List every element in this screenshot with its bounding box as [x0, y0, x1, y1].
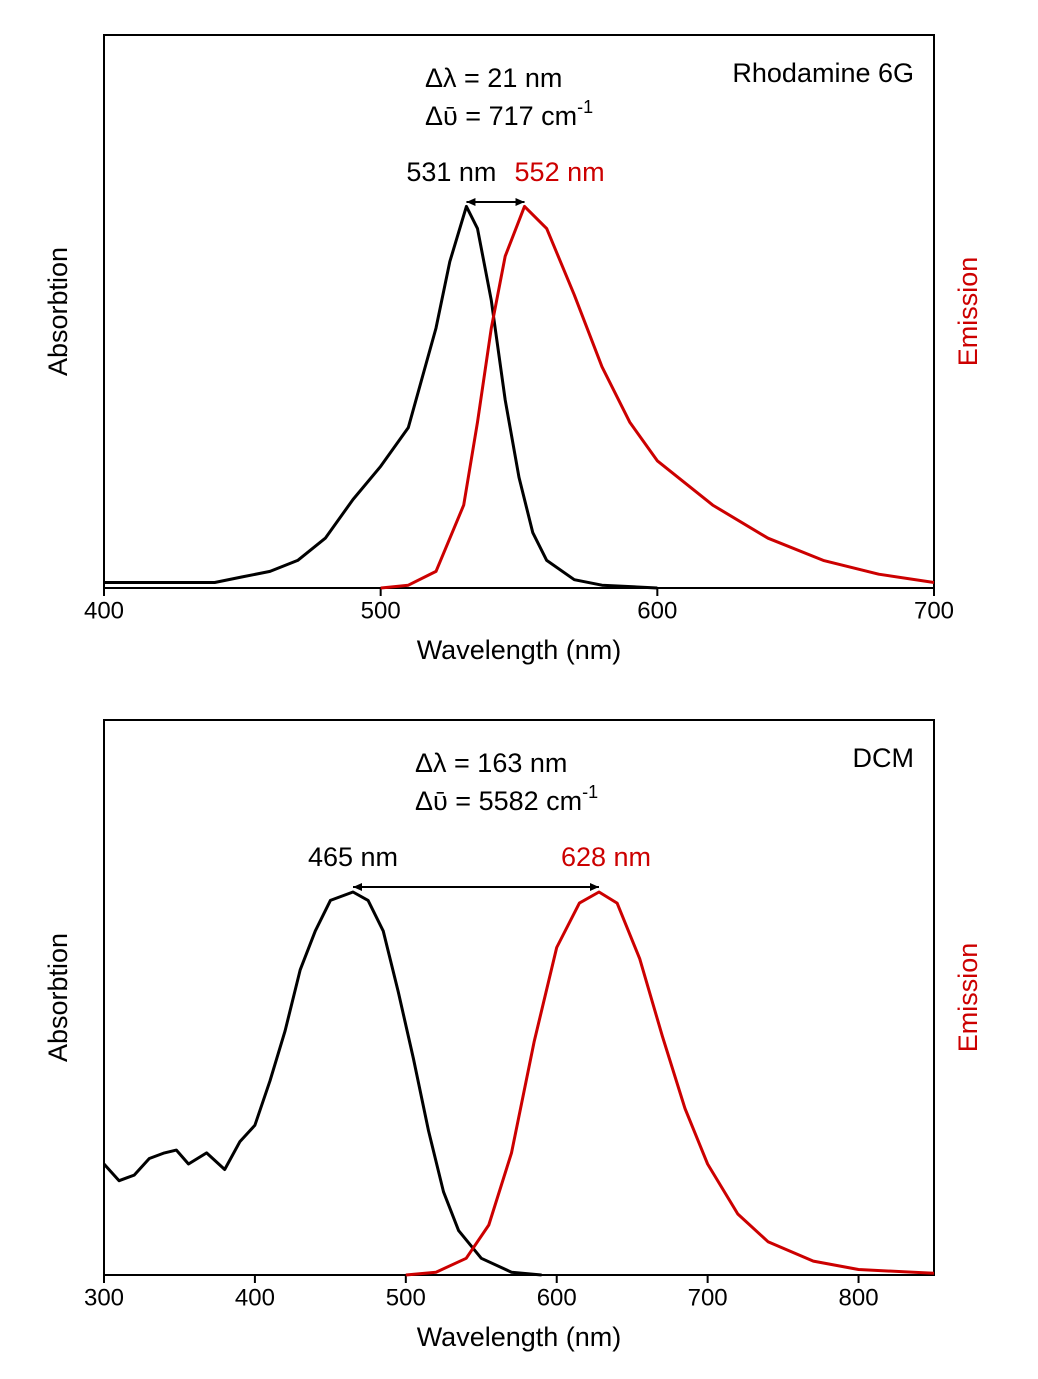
plot-frame: [103, 719, 935, 1276]
x-tick-label: 700: [914, 597, 954, 624]
x-tick-label: 800: [839, 1284, 879, 1311]
annotation: Δλ = 163 nm: [415, 748, 567, 778]
x-axis-label: Wavelength (nm): [417, 1322, 622, 1352]
annotation: Δῡ = 5582 cm-1: [415, 782, 598, 816]
peak-label: 628 nm: [561, 842, 651, 872]
spectrum-line: [405, 890, 935, 1277]
x-tick-label: 600: [637, 597, 677, 624]
x-tick-label: 500: [386, 1284, 426, 1311]
panel-title: Rhodamine 6G: [732, 58, 914, 88]
annotation-text: Δλ = 21 nm: [425, 63, 562, 93]
x-axis-label: Wavelength (nm): [417, 635, 622, 665]
y-axis-label: Absorbtion: [43, 933, 73, 1062]
annotation-sup: -1: [577, 97, 593, 117]
x-tick-label: 500: [361, 597, 401, 624]
spectrum-line: [102, 890, 542, 1277]
peak-label: 465 nm: [308, 842, 398, 872]
panel-title: DCM: [853, 743, 915, 773]
spectrum-line: [380, 204, 935, 590]
x-tick-label: 300: [84, 1284, 124, 1311]
annotation-text: Δῡ = 5582 cm: [415, 786, 582, 816]
annotation-text: Δῡ = 717 cm: [425, 101, 577, 131]
x-tick-label: 400: [235, 1284, 275, 1311]
y2-axis-label: Emission: [953, 943, 983, 1053]
annotation: Δῡ = 717 cm-1: [425, 97, 593, 131]
y-axis-label: Absorbtion: [43, 247, 73, 376]
peak-label: 531 nm: [406, 157, 496, 187]
panel: 300 400 500 600 700 800 Wavelength (nm) Absorbt…: [43, 719, 983, 1352]
spectrum-line: [104, 204, 658, 590]
y2-axis-label: Emission: [953, 257, 983, 367]
x-tick-label: 400: [84, 597, 124, 624]
panel: 400 500 600 700 Wavelength (nm) Absorbtion Emi…: [43, 34, 983, 665]
annotation-text: Δλ = 163 nm: [415, 748, 567, 778]
annotation: Δλ = 21 nm: [425, 63, 562, 93]
plot-frame: [103, 34, 935, 589]
x-tick-label: 700: [688, 1284, 728, 1311]
peak-label: 552 nm: [515, 157, 605, 187]
x-tick-label: 600: [537, 1284, 577, 1311]
annotation-sup: -1: [582, 782, 598, 802]
